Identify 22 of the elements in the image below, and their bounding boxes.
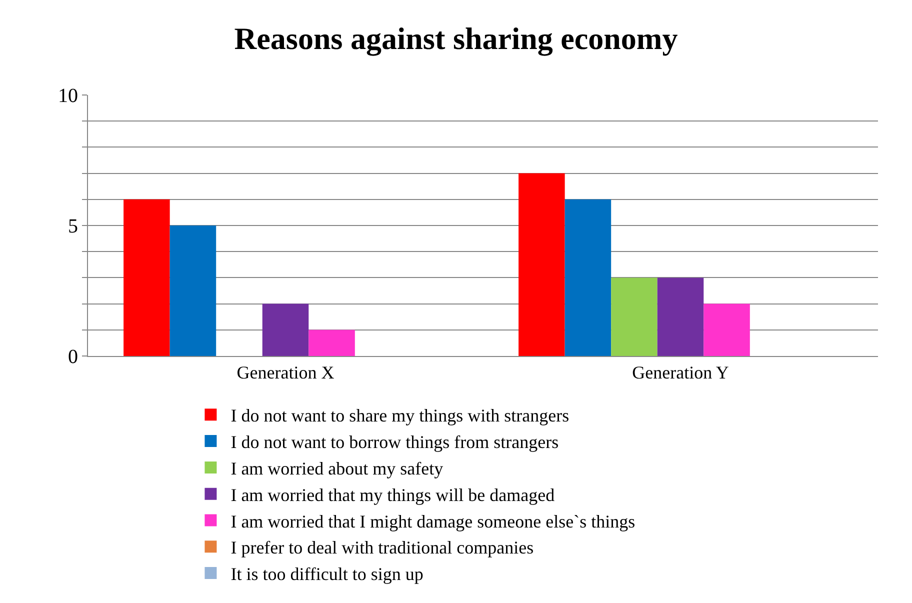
legend-label: It is too difficult to sign up [230, 564, 424, 584]
bar [657, 278, 704, 356]
legend-label: I do not want to borrow things from strangers [230, 432, 559, 452]
x-tick-label: Generation X [236, 362, 334, 383]
legend-label: I am worried that my things will be damaged [230, 484, 555, 505]
bar [170, 226, 216, 356]
y-tick-label: 10 [58, 85, 78, 107]
bar [124, 199, 170, 356]
legend-label: I prefer to deal with traditional companies [230, 538, 534, 558]
chart-title: Reasons against sharing economy [234, 20, 678, 56]
bar [262, 304, 309, 356]
bar [704, 304, 750, 356]
y-tick-label: 5 [68, 216, 78, 238]
bar [518, 173, 565, 356]
legend-label: I do not want to share my things with strangers [230, 406, 570, 426]
y-tick-label: 0 [68, 346, 78, 368]
legend-label: I am worried about my safety [230, 458, 444, 478]
x-tick-label: Generation Y [632, 362, 729, 383]
bar [611, 278, 658, 356]
bar [308, 330, 355, 356]
bar [564, 199, 612, 356]
legend-label: I am worried that I might damage someone else`s things [230, 511, 636, 532]
